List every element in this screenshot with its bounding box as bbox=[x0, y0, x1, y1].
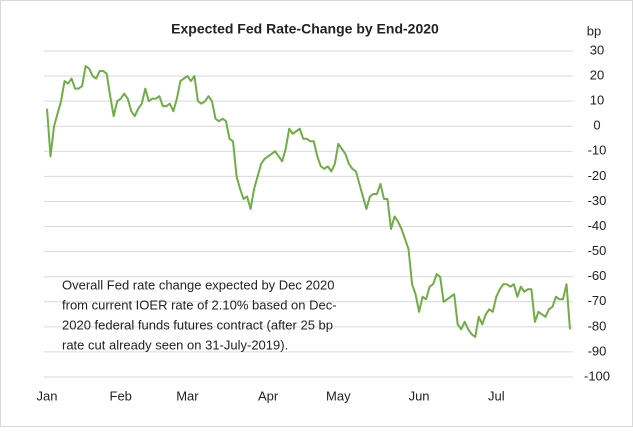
annotation-line: 2020 federal funds futures contract (aft… bbox=[62, 317, 333, 332]
chart-title: Expected Fed Rate-Change by End-2020 bbox=[171, 21, 439, 37]
x-tick-label: Mar bbox=[176, 388, 199, 403]
annotation-line: rate cut already seen on 31-July-2019). bbox=[62, 337, 288, 352]
y-tick-label: 0 bbox=[593, 118, 600, 133]
y-tick-label: 30 bbox=[590, 42, 604, 57]
y-axis-label: bp bbox=[587, 23, 601, 38]
x-tick-label: Apr bbox=[258, 388, 279, 403]
y-tick-label: -20 bbox=[588, 168, 607, 183]
y-tick-label: 20 bbox=[590, 68, 604, 83]
y-tick-label: -10 bbox=[588, 143, 607, 158]
y-tick-label: -70 bbox=[588, 293, 607, 308]
y-tick-label: -100 bbox=[584, 368, 610, 383]
series-line bbox=[46, 65, 571, 338]
x-tick-label: Jun bbox=[409, 388, 430, 403]
y-tick-label: -80 bbox=[588, 318, 607, 333]
x-tick-label: Feb bbox=[110, 388, 132, 403]
y-tick-label: -30 bbox=[588, 193, 607, 208]
y-tick-label: 10 bbox=[590, 93, 604, 108]
y-tick-label: -50 bbox=[588, 243, 607, 258]
x-tick-label: Jul bbox=[488, 388, 505, 403]
x-tick-label: May bbox=[326, 388, 351, 403]
x-tick-label: Jan bbox=[37, 388, 58, 403]
annotation-line: from current IOER rate of 2.10% based on… bbox=[62, 297, 337, 312]
y-tick-label: -40 bbox=[588, 218, 607, 233]
annotation-line: Overall Fed rate change expected by Dec … bbox=[62, 277, 334, 292]
y-tick-label: -60 bbox=[588, 268, 607, 283]
y-tick-label: -90 bbox=[588, 343, 607, 358]
